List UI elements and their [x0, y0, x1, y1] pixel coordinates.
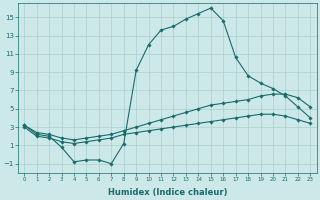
- X-axis label: Humidex (Indice chaleur): Humidex (Indice chaleur): [108, 188, 227, 197]
